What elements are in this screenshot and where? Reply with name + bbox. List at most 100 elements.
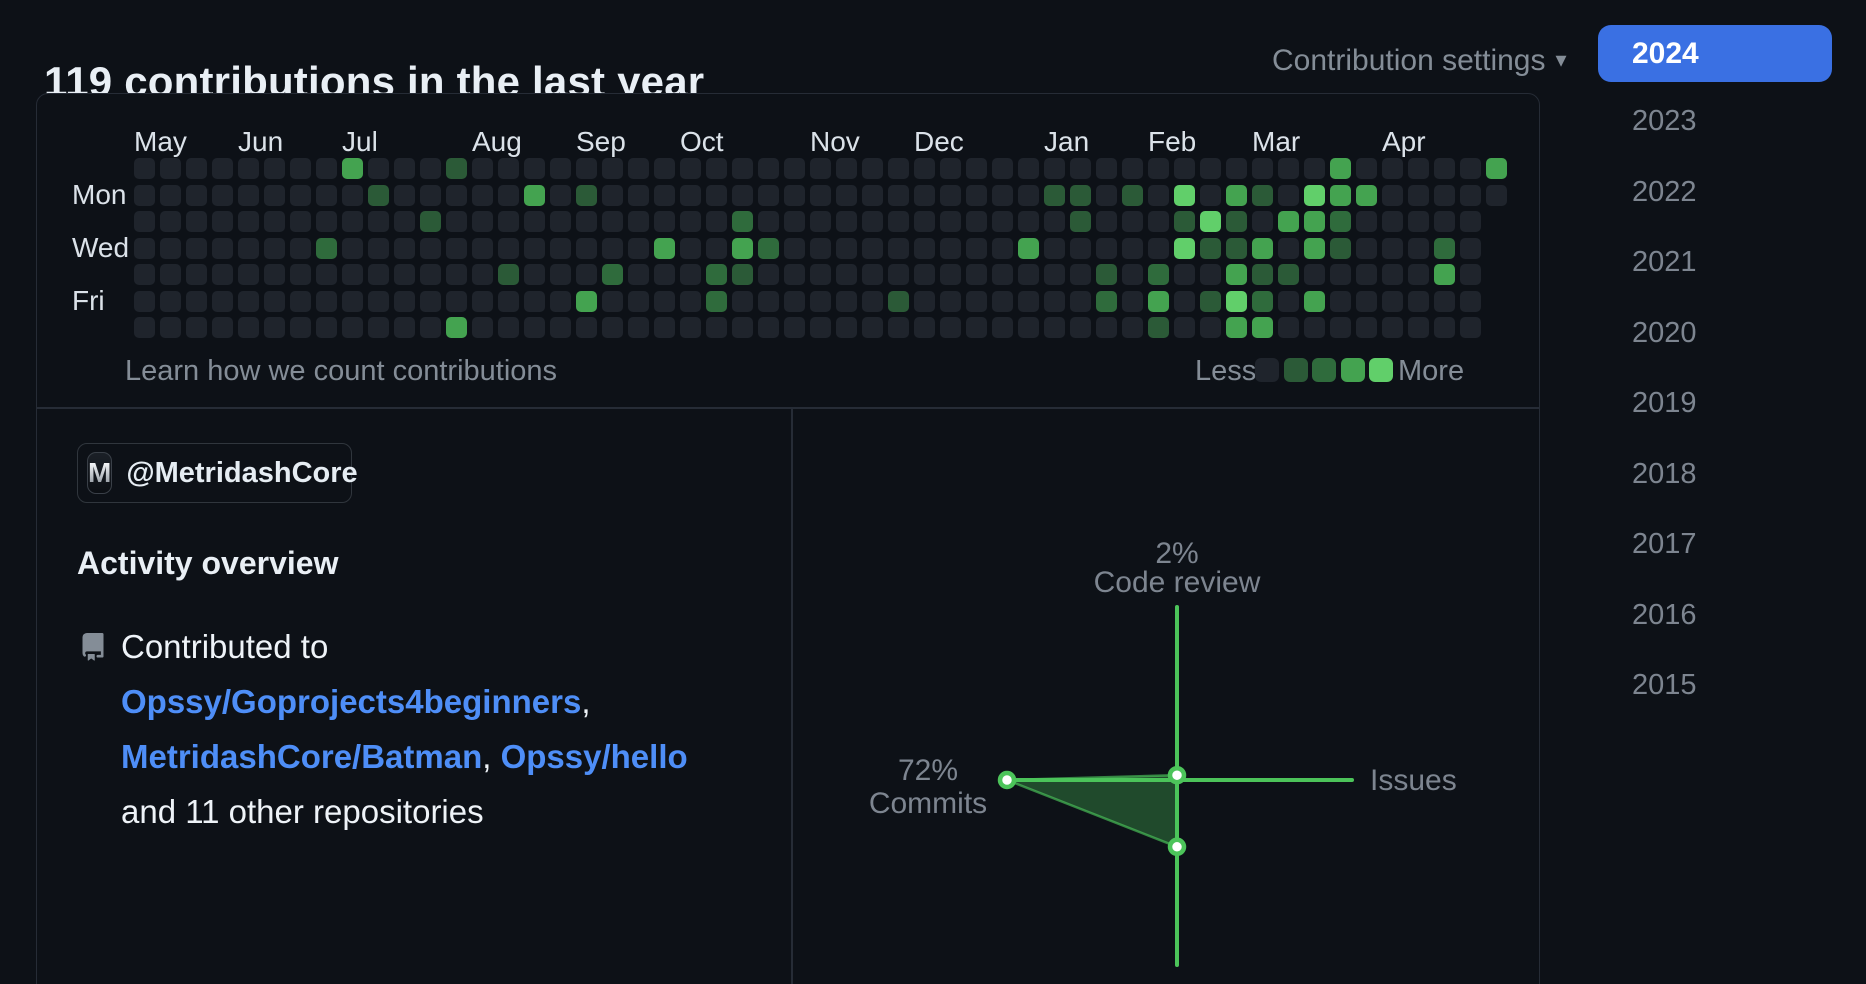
user-mention-badge[interactable]: M @MetridashCore (77, 443, 358, 503)
contribution-cell[interactable] (472, 238, 493, 259)
contribution-cell[interactable] (940, 291, 961, 312)
contribution-cell[interactable] (1460, 238, 1481, 259)
contribution-cell[interactable] (784, 264, 805, 285)
contribution-cell[interactable] (1070, 158, 1091, 179)
contribution-cell[interactable] (472, 291, 493, 312)
contribution-cell[interactable] (394, 291, 415, 312)
contribution-cell[interactable] (836, 238, 857, 259)
contribution-cell[interactable] (940, 238, 961, 259)
contribution-cell[interactable] (940, 264, 961, 285)
contribution-cell[interactable] (290, 291, 311, 312)
contribution-cell[interactable] (680, 317, 701, 338)
contribution-cell[interactable] (888, 185, 909, 206)
contribution-cell[interactable] (940, 158, 961, 179)
contribution-cell[interactable] (1200, 158, 1221, 179)
contribution-cell[interactable] (1330, 317, 1351, 338)
contribution-cell[interactable] (706, 291, 727, 312)
contribution-cell[interactable] (836, 317, 857, 338)
contribution-cell[interactable] (238, 291, 259, 312)
contribution-cell[interactable] (602, 264, 623, 285)
contribution-cell[interactable] (1018, 238, 1039, 259)
contribution-cell[interactable] (342, 238, 363, 259)
contribution-cell[interactable] (888, 264, 909, 285)
contribution-cell[interactable] (290, 211, 311, 232)
contribution-cell[interactable] (1408, 185, 1429, 206)
contribution-cell[interactable] (1226, 158, 1247, 179)
contribution-cell[interactable] (1226, 211, 1247, 232)
contribution-cell[interactable] (550, 317, 571, 338)
contribution-cell[interactable] (628, 185, 649, 206)
contribution-cell[interactable] (1174, 185, 1195, 206)
contribution-cell[interactable] (836, 185, 857, 206)
contribution-cell[interactable] (186, 317, 207, 338)
contribution-cell[interactable] (238, 158, 259, 179)
contribution-cell[interactable] (914, 185, 935, 206)
contribution-cell[interactable] (1018, 317, 1039, 338)
contribution-cell[interactable] (784, 317, 805, 338)
contribution-cell[interactable] (706, 211, 727, 232)
contribution-cell[interactable] (394, 211, 415, 232)
learn-how-link[interactable]: Learn how we count contributions (125, 355, 558, 387)
contribution-cell[interactable] (186, 158, 207, 179)
contribution-cell[interactable] (342, 211, 363, 232)
contribution-cell[interactable] (472, 185, 493, 206)
contribution-cell[interactable] (368, 238, 389, 259)
contribution-cell[interactable] (1382, 185, 1403, 206)
contribution-cell[interactable] (238, 317, 259, 338)
contribution-cell[interactable] (1226, 264, 1247, 285)
contribution-cell[interactable] (1070, 185, 1091, 206)
contribution-cell[interactable] (576, 238, 597, 259)
contribution-cell[interactable] (498, 291, 519, 312)
contribution-cell[interactable] (1018, 211, 1039, 232)
contribution-cell[interactable] (888, 238, 909, 259)
contribution-cell[interactable] (1148, 291, 1169, 312)
contribution-cell[interactable] (810, 291, 831, 312)
contribution-cell[interactable] (134, 185, 155, 206)
contribution-cell[interactable] (680, 158, 701, 179)
contribution-cell[interactable] (888, 317, 909, 338)
contribution-cell[interactable] (290, 185, 311, 206)
contribution-cell[interactable] (446, 158, 467, 179)
contribution-cell[interactable] (1356, 158, 1377, 179)
contribution-cell[interactable] (1304, 291, 1325, 312)
contribution-cell[interactable] (472, 264, 493, 285)
contribution-cell[interactable] (628, 238, 649, 259)
contribution-cell[interactable] (186, 211, 207, 232)
contribution-cell[interactable] (602, 158, 623, 179)
contribution-cell[interactable] (342, 317, 363, 338)
contribution-cell[interactable] (1460, 264, 1481, 285)
contribution-cell[interactable] (914, 264, 935, 285)
contribution-cell[interactable] (446, 211, 467, 232)
contribution-cell[interactable] (810, 211, 831, 232)
contribution-cell[interactable] (498, 317, 519, 338)
contribution-cell[interactable] (1096, 185, 1117, 206)
contribution-cell[interactable] (1460, 291, 1481, 312)
contribution-cell[interactable] (732, 211, 753, 232)
contribution-cell[interactable] (732, 264, 753, 285)
contribution-cell[interactable] (1330, 185, 1351, 206)
contribution-cell[interactable] (758, 317, 779, 338)
contribution-cell[interactable] (914, 211, 935, 232)
contribution-cell[interactable] (472, 211, 493, 232)
contribution-cell[interactable] (1018, 158, 1039, 179)
contribution-cell[interactable] (810, 264, 831, 285)
contribution-cell[interactable] (758, 185, 779, 206)
contribution-cell[interactable] (654, 158, 675, 179)
contribution-cell[interactable] (1122, 185, 1143, 206)
contribution-cell[interactable] (290, 158, 311, 179)
contribution-cell[interactable] (810, 238, 831, 259)
contribution-cell[interactable] (1382, 158, 1403, 179)
contribution-cell[interactable] (134, 158, 155, 179)
contribution-cell[interactable] (550, 238, 571, 259)
contribution-cell[interactable] (966, 317, 987, 338)
contribution-cell[interactable] (1330, 238, 1351, 259)
contribution-cell[interactable] (1304, 264, 1325, 285)
contribution-cell[interactable] (654, 185, 675, 206)
contribution-cell[interactable] (160, 185, 181, 206)
contribution-cell[interactable] (316, 211, 337, 232)
contribution-cell[interactable] (420, 211, 441, 232)
contribution-cell[interactable] (160, 317, 181, 338)
contribution-cell[interactable] (524, 264, 545, 285)
contribution-cell[interactable] (1278, 264, 1299, 285)
contribution-cell[interactable] (264, 317, 285, 338)
